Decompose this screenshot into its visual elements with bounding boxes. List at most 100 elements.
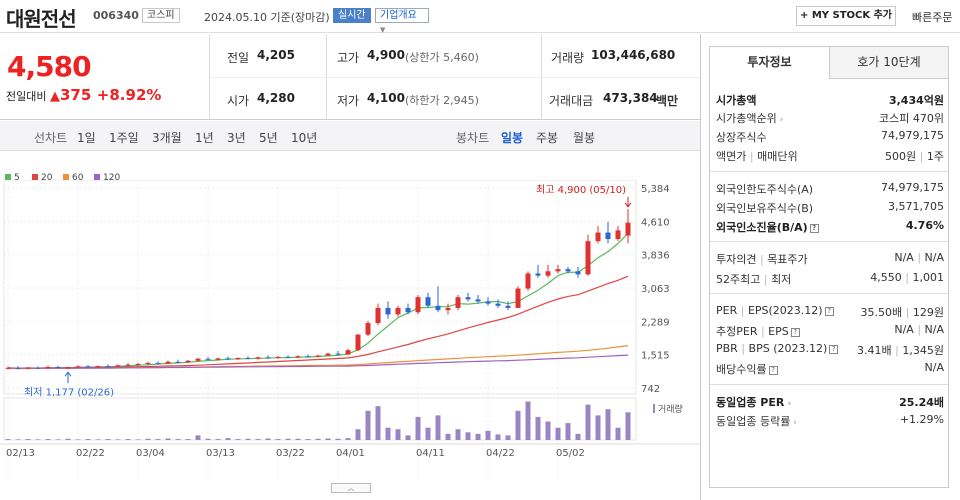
quick-order-link[interactable]: 빠른주문 [912,11,953,24]
candle-body [585,241,591,275]
volume-bar [125,439,131,440]
volume-bar [365,410,371,440]
chart-collapse-toggle[interactable]: ︿ [331,483,371,493]
pbr-bps-value: 3.41배 | 1,345원 [857,344,944,357]
lower-limit: (하한가 2,945) [405,94,479,107]
est-per-val: N/A [894,323,914,336]
volume-bar [95,439,101,440]
y-tick-label: 5,384 [641,184,670,195]
help-icon[interactable]: ? [768,366,778,375]
rank-label: 시가총액순위 › [716,110,783,126]
candle-body [75,366,81,368]
realtime-button[interactable]: 실시간 [333,8,371,23]
volume-bar [135,439,141,440]
period-1y[interactable]: 1년 [195,131,214,145]
volume-bar [45,439,51,440]
volume-bar [625,412,631,440]
ma5-label: 5 [14,173,20,183]
w52-high-value: 4,550 [870,271,902,284]
prev-close-value: 4,205 [257,48,295,62]
chevron-right-icon: › [784,399,792,409]
rank-value: 코스피 470위 [879,112,944,125]
candle-body [545,271,551,276]
volume-bar [225,438,231,440]
help-icon[interactable]: ? [824,307,834,316]
amount-unit: 백만 [656,94,679,108]
market-badge: 코스피 [142,8,180,23]
ma120-swatch [94,174,100,180]
volume-bar [345,438,351,440]
period-1w[interactable]: 1주일 [109,131,139,145]
volume-bar [235,439,241,440]
tab-orderbook[interactable]: 호가 10단계 [829,47,948,79]
per-eps-value: 35.50배 | 129원 [860,306,944,319]
divider [710,384,948,385]
volume-bar [305,439,311,440]
ma-line-5 [7,232,629,369]
y-tick-label: 742 [641,384,660,395]
candle-body [215,358,221,360]
period-3y[interactable]: 3년 [227,131,246,145]
eps-value: 129원 [912,306,944,319]
candle-weekly[interactable]: 주봉 [536,131,559,145]
volume-bar [505,435,511,440]
divider [209,34,210,120]
candle-monthly[interactable]: 월봉 [573,131,596,145]
candle-body [235,357,241,360]
volume-bar [285,438,291,440]
volume-bar [245,438,251,440]
help-icon[interactable]: ? [829,345,839,354]
ma-line-120 [7,354,629,369]
candle-body [5,367,11,369]
low-label: 저가 [337,94,360,108]
add-mystock-button[interactable]: + MY STOCK 추가 [796,6,896,26]
current-price: 4,580 [7,50,92,83]
industry-rate-value: +1.29% [899,413,944,426]
w52-label: 52주최고 | 최저 [716,273,792,286]
est-per-value: N/A | N/A [894,323,944,336]
period-10y[interactable]: 10년 [291,131,318,145]
volume-bar [455,429,461,440]
help-icon[interactable]: ? [790,328,800,337]
tab-invest-info[interactable]: 투자정보 [710,47,829,79]
per-label: PER [716,304,738,317]
candle-body [295,356,301,358]
x-tick-label: 04/22 [486,448,515,459]
dividend-label: 배당수익률? [716,361,778,377]
help-icon[interactable]: ? [809,224,819,233]
low-value: 4,100 [367,91,405,105]
candle-body [495,303,501,306]
volume-bar [275,439,281,440]
change-pct: +8.92% [96,86,162,104]
candle-body [275,356,281,358]
candle-body [155,363,161,365]
target-label: 목표주가 [767,253,808,266]
volume-bar [335,438,341,440]
ma60-swatch [63,174,69,180]
period-1d[interactable]: 1일 [77,131,96,145]
y-tick-label: 2,289 [641,317,670,328]
x-tick-label: 02/13 [6,448,35,459]
volume-bar [565,423,571,440]
prev-close-label: 전일 [227,51,250,65]
ma20-legend: 20 [32,173,52,183]
x-tick-label: 04/11 [416,448,445,459]
est-eps-text: EPS [768,325,789,338]
candle-body [15,367,21,369]
volume-bar [85,439,91,440]
volume-bar [265,438,271,440]
company-info-dropdown[interactable]: 기업개요 ▼ [375,8,429,34]
candle-daily[interactable]: 일봉 [501,131,524,145]
candle-body [455,297,461,308]
volume-bar [525,401,531,440]
period-5y[interactable]: 5년 [259,131,278,145]
chevron-right-icon: › [790,418,797,428]
candle-body [265,357,271,359]
price-chart[interactable]: 5,384 4,610 3,836 3,063 2,289 1,515 742 02/13 02… [0,180,700,480]
x-tick-label: 05/02 [556,448,585,459]
candle-body [65,367,71,369]
candle-body [175,361,181,363]
candle-body [565,269,571,272]
period-3m[interactable]: 3개월 [152,131,182,145]
chevron-down-icon: ▼ [380,26,386,34]
